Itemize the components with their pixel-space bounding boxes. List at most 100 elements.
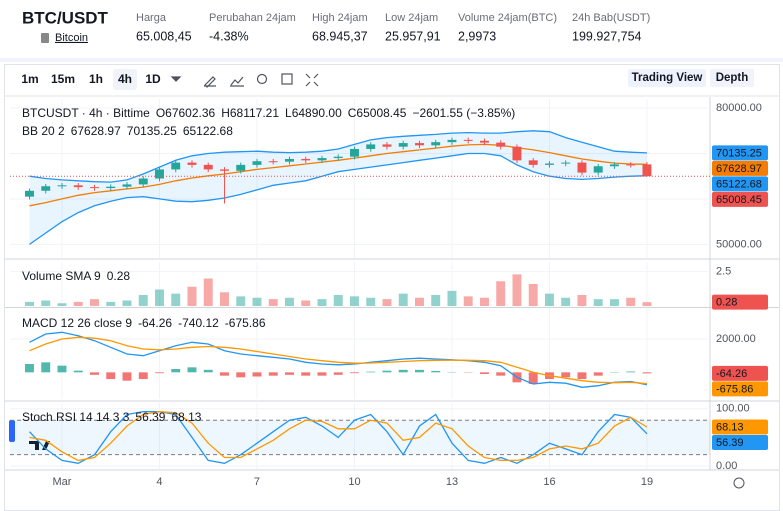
price-label: 65122.68 [716,178,762,190]
macd-histogram [528,372,538,384]
candle-body [561,162,571,164]
candle-body [41,186,51,191]
price-label-box [712,145,768,161]
stat-label: Volume 24jam(BTC) [458,12,557,24]
toolbar-icons[interactable] [170,73,319,88]
volume-bar [366,297,376,306]
interval[interactable]: 1m [21,72,38,86]
macd-histogram [73,370,83,373]
volume-bar [642,302,652,306]
macd-histogram [220,372,229,376]
stat-value: 68.945,37 [312,29,368,43]
price-label: 67628.97 [716,163,762,175]
interval[interactable]: 4h [118,72,132,86]
candle-body [593,166,603,173]
volume-bar [220,292,229,306]
candle-body [415,143,424,146]
candle-body [626,164,636,166]
view-tab[interactable]: Trading View [632,72,703,84]
draw-icon[interactable] [204,76,216,88]
view-tab-bg[interactable] [710,69,754,87]
price-label-box [712,419,768,435]
x-tick-label: 16 [543,476,555,488]
legend-text: L64890.00 [285,106,342,120]
macd-histogram [350,372,359,374]
macd-histogram [431,371,441,373]
legend-text: 67628.97 [71,124,121,138]
legend-text: MACD 12 26 close 9 [22,316,132,330]
candle-body [268,161,278,163]
symbol: BTC/USDT [22,8,109,27]
legend-text: 0.28 [107,269,131,283]
settings-icon[interactable] [256,73,268,85]
volume-bar [528,284,538,306]
macd-histogram [496,372,506,376]
stat-value: 199.927,754 [572,29,642,43]
candle-body [609,164,619,167]
indicator-line [29,331,648,388]
x-tick-label: 10 [348,476,360,488]
volume-bar [25,301,34,306]
macd-histogram [122,372,132,381]
settings-button[interactable] [733,477,745,489]
stat-value: 65.008,45 [136,29,192,43]
candle-body [57,185,67,187]
indicator-line [29,130,648,183]
candle-body [496,142,506,147]
stat-label: Harga [136,12,167,24]
candle-body [398,143,408,147]
macd-histogram [41,362,51,373]
candle-body [187,162,197,165]
interval[interactable]: 15m [51,72,75,86]
volume-bar [577,295,587,306]
volume-bar [90,299,99,306]
volume-bar [252,297,262,306]
price-label-box [712,381,768,397]
stat-label: Low 24jam [385,12,438,24]
macd-histogram [155,372,164,374]
legend-text: BB 20 2 [22,124,65,138]
price-label: 0.28 [716,297,737,309]
price-label: -675.86 [716,383,753,395]
volume-bar [626,297,636,306]
candle-body [544,163,554,165]
x-tick-label: 7 [254,476,260,488]
legend-text: 68.13 [171,410,201,424]
view-tab-bg[interactable] [628,69,706,87]
macd-histogram [187,367,197,373]
price-label-box [712,191,768,207]
macd-histogram [171,369,181,373]
indicator-icon[interactable] [230,76,244,87]
legend-text: Stoch RSI 14 14 3 3 [22,410,130,424]
y-tick-label: 100.00 [716,403,750,415]
indicator-line [29,410,648,465]
fullscreen-icon[interactable] [305,73,319,87]
macd-histogram [479,372,489,374]
volume-bar [155,289,164,306]
volume-bar [268,299,278,306]
candle-body [528,160,538,165]
legend-text: BTCUSDT · 4h · Bittime [22,106,150,120]
view-tab[interactable]: Depth [716,72,749,84]
y-tick-label: 0.00 [716,460,737,472]
stat-label: Perubahan 24jam [209,12,296,24]
legend-text: 65122.68 [183,124,233,138]
stat-label: 24h Bab(USDT) [572,12,650,24]
volume-bar [236,296,246,306]
macd-histogram [106,372,116,379]
volume-bar [496,281,506,306]
price-label-box [712,160,768,176]
save-icon[interactable] [281,73,293,85]
side-tab[interactable] [9,420,15,442]
interval-active [113,69,137,90]
volume-bar [593,299,603,306]
stat-value: -4.38% [209,29,249,43]
interval[interactable]: 1D [145,72,161,86]
price-label: -64.26 [716,368,747,380]
dropdown[interactable] [170,76,182,82]
legend-text: Volume SMA 9 [22,269,101,283]
interval[interactable]: 1h [89,72,103,86]
volume-bar [138,295,148,306]
coin-link[interactable]: Bitcoin [55,32,88,44]
legend-text: 56.39 [135,410,165,424]
